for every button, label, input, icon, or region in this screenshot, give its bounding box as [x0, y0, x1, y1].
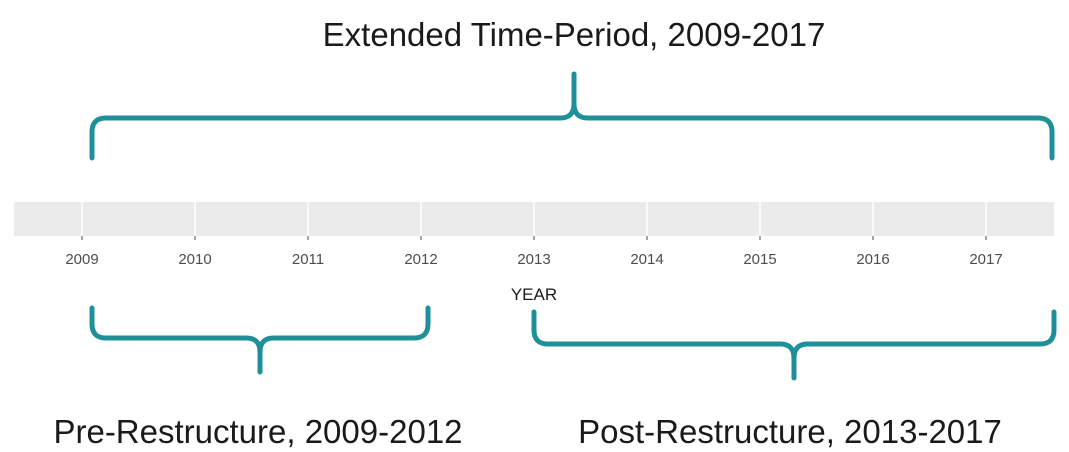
tick-label: 2013	[517, 251, 550, 268]
tick-label: 2011	[292, 251, 324, 268]
tick-label: 2010	[178, 251, 211, 268]
tick-label: 2014	[630, 251, 663, 268]
tick-label: 2016	[856, 251, 889, 268]
tick-label: 2009	[65, 251, 98, 268]
tick-label: 2015	[743, 251, 776, 268]
axis-label: YEAR	[511, 285, 557, 304]
top-label: Extended Time-Period, 2009-2017	[323, 16, 826, 53]
left-label: Pre-Restructure, 2009-2012	[53, 413, 462, 450]
right-brace	[531, 309, 1057, 381]
tick-label: 2012	[404, 251, 437, 268]
right-label: Post-Restructure, 2013-2017	[578, 413, 1002, 450]
tick-label: 2017	[969, 251, 1002, 268]
left-brace	[89, 305, 431, 375]
top-brace	[89, 71, 1055, 161]
